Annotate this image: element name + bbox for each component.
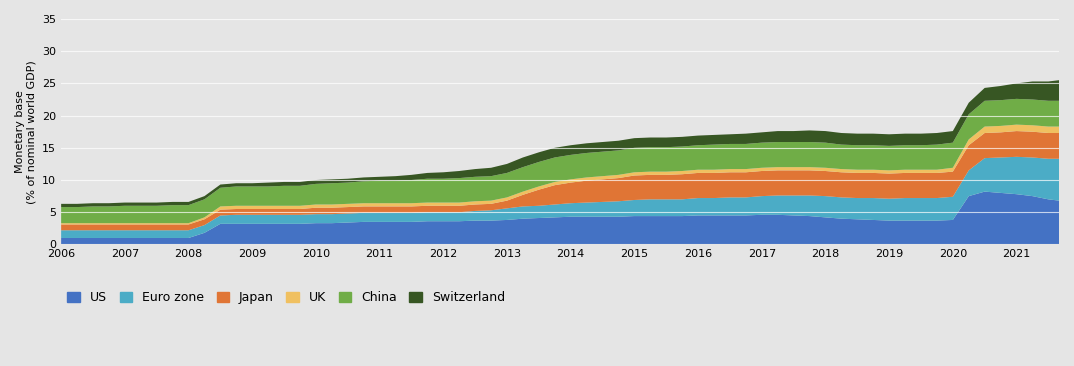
- Legend: US, Euro zone, Japan, UK, China, Switzerland: US, Euro zone, Japan, UK, China, Switzer…: [68, 291, 505, 304]
- Y-axis label: Monetary base
(% of nominal world GDP): Monetary base (% of nominal world GDP): [15, 60, 37, 203]
